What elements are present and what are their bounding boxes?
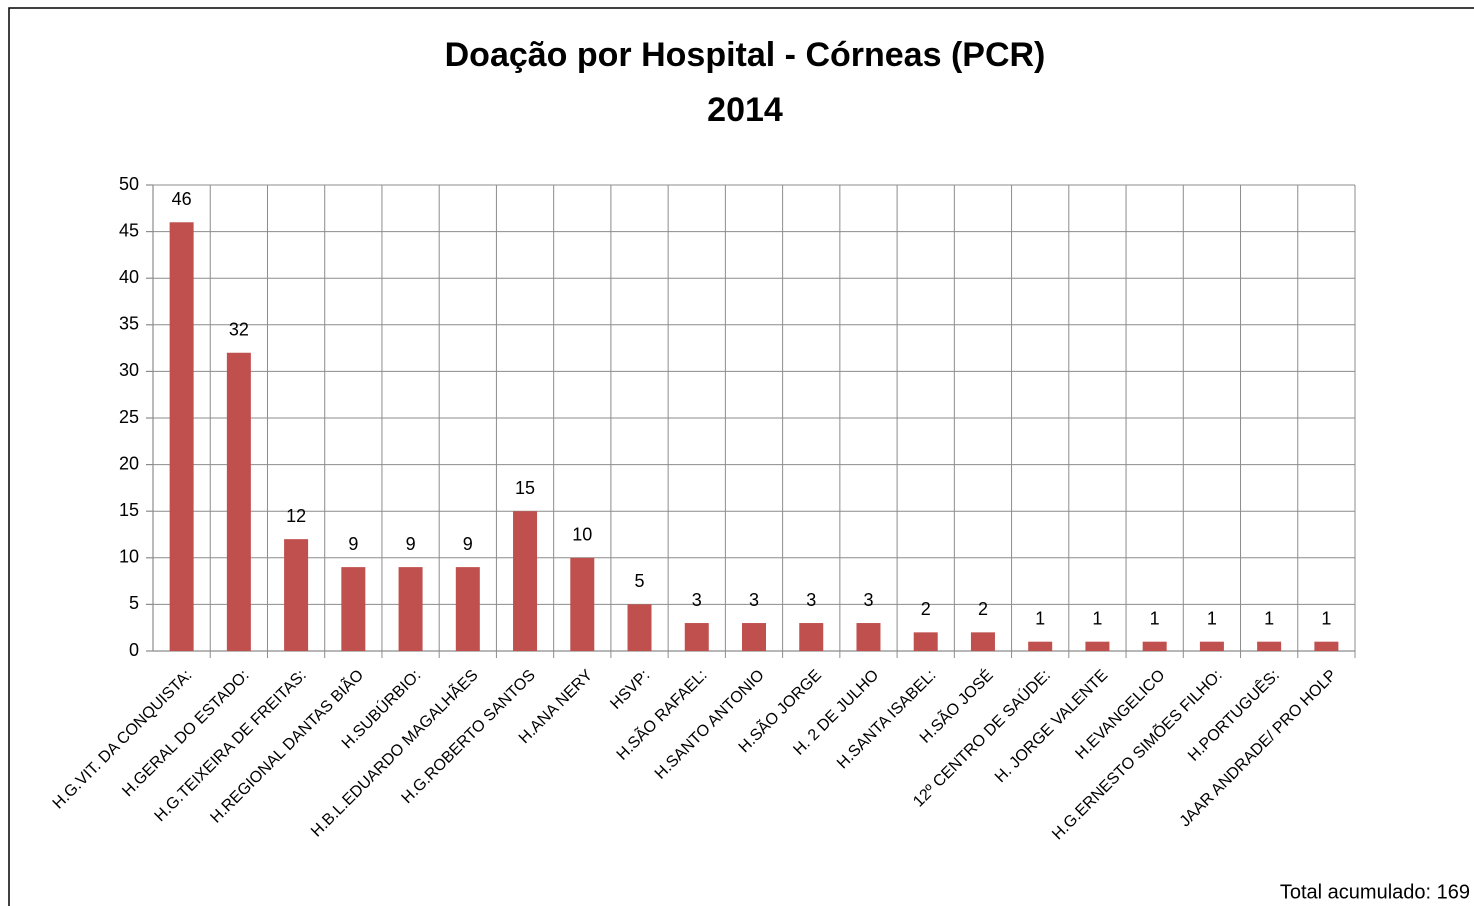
annotation: Total acumulado: 169 — [1280, 881, 1470, 903]
bar — [398, 567, 423, 651]
bar — [742, 623, 766, 651]
y-tick-label: 35 — [119, 314, 139, 334]
y-tick-label: 5 — [129, 593, 139, 613]
y-tick-label: 50 — [119, 174, 139, 194]
data-label: 1 — [1207, 608, 1217, 628]
bar — [513, 511, 538, 651]
bar — [455, 567, 480, 651]
data-label: 5 — [635, 571, 645, 591]
data-label: 9 — [463, 534, 473, 554]
data-label: 12 — [286, 506, 306, 526]
data-label: 15 — [515, 478, 535, 498]
bar — [856, 623, 881, 651]
bar — [341, 567, 366, 651]
bar — [1314, 641, 1339, 651]
bar — [226, 352, 251, 651]
bar — [1142, 641, 1167, 651]
bar — [284, 539, 309, 651]
bar — [1028, 641, 1053, 651]
bar — [627, 604, 652, 651]
y-tick-label: 40 — [119, 267, 139, 287]
data-label: 2 — [978, 599, 988, 619]
data-label: 3 — [806, 590, 816, 610]
chart-border — [8, 7, 1474, 906]
data-label: 2 — [921, 599, 931, 619]
bar — [570, 557, 595, 651]
bar — [799, 623, 824, 651]
data-label: 3 — [863, 590, 873, 610]
bar — [1257, 641, 1282, 651]
bar — [1085, 641, 1110, 651]
y-tick-label: 25 — [119, 407, 139, 427]
bar — [913, 632, 938, 651]
y-tick-label: 15 — [119, 500, 139, 520]
bar — [684, 623, 709, 651]
data-label: 3 — [692, 590, 702, 610]
y-tick-label: 20 — [119, 453, 139, 473]
chart-subtitle: 2014 — [707, 91, 783, 129]
data-label: 9 — [348, 534, 358, 554]
y-tick-label: 10 — [119, 547, 139, 567]
data-label: 46 — [172, 189, 192, 209]
data-label: 1 — [1150, 608, 1160, 628]
data-label: 3 — [749, 590, 759, 610]
bar — [169, 222, 194, 651]
data-label: 32 — [229, 320, 249, 340]
data-label: 9 — [406, 534, 416, 554]
data-label: 10 — [572, 525, 592, 545]
y-tick-label: 45 — [119, 220, 139, 240]
chart-title: Doação por Hospital - Córneas (PCR) — [445, 36, 1046, 74]
y-tick-label: 0 — [129, 640, 139, 660]
data-label: 1 — [1264, 608, 1274, 628]
data-label: 1 — [1092, 608, 1102, 628]
data-label: 1 — [1321, 608, 1331, 628]
bar — [970, 632, 995, 651]
bar — [1199, 641, 1224, 651]
data-label: 1 — [1035, 608, 1045, 628]
y-tick-label: 30 — [119, 360, 139, 380]
